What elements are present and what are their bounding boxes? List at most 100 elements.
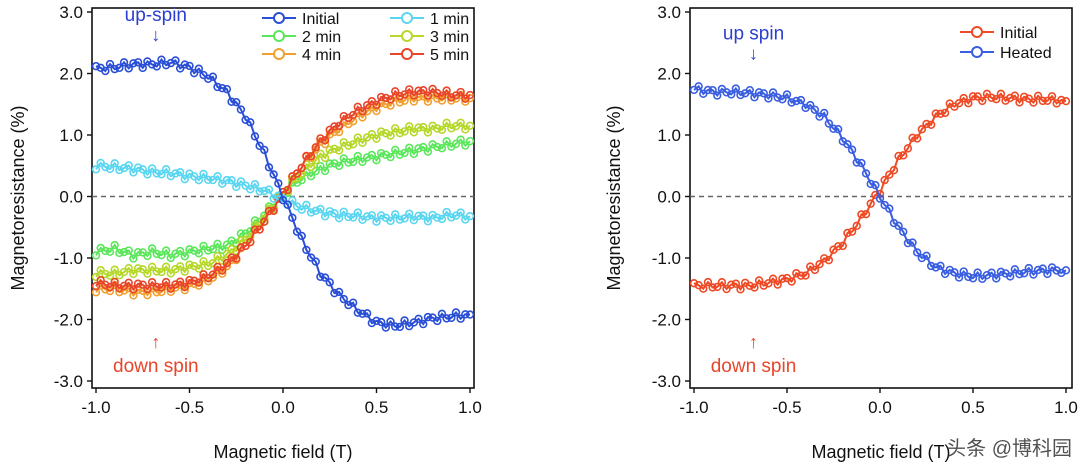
data-point: [996, 89, 1006, 99]
legend-marker: [971, 46, 983, 58]
data-point: [778, 95, 787, 104]
data-point: [875, 194, 885, 203]
data-point: [316, 272, 325, 281]
data-point: [91, 281, 101, 291]
data-point: [964, 272, 973, 282]
x-axis-label: Magnetic field (T): [213, 442, 352, 462]
data-point: [152, 267, 161, 276]
legend-label: 2 min: [302, 29, 341, 46]
data-point: [843, 139, 852, 149]
data-point: [409, 216, 419, 225]
data-point: [348, 140, 358, 149]
data-point: [754, 88, 764, 97]
data-point: [437, 91, 447, 101]
data-point: [96, 158, 105, 168]
data-point: [456, 208, 465, 217]
data-point: [292, 227, 302, 236]
data-point: [386, 95, 395, 104]
x-axis-label: Magnetic field (T): [811, 442, 950, 462]
data-point: [152, 249, 161, 259]
data-point: [330, 288, 339, 298]
data-point: [180, 60, 190, 69]
data-point: [316, 134, 325, 143]
legend: Initial 1 min 2 min 3 min 4 min 5 min: [262, 11, 469, 64]
data-point: [423, 91, 433, 100]
legend-label: Initial: [1000, 25, 1037, 42]
x-tick-label: -0.5: [772, 398, 801, 417]
data-point: [161, 60, 171, 70]
data-point: [227, 176, 236, 185]
data-point: [968, 92, 978, 101]
data-point: [138, 63, 147, 73]
data-point: [987, 93, 996, 103]
data-point: [194, 64, 204, 73]
data-point: [926, 120, 936, 129]
data-point: [428, 84, 437, 94]
data-point: [129, 269, 138, 279]
data-point: [166, 284, 176, 293]
data-point: [847, 145, 857, 154]
data-point: [302, 200, 311, 210]
data-point: [185, 260, 194, 269]
data-point: [110, 240, 119, 250]
data-point: [736, 285, 745, 294]
data-point: [465, 121, 475, 130]
data-point: [1043, 269, 1052, 279]
data-point: [968, 274, 978, 283]
data-point: [903, 144, 913, 153]
data-point: [1043, 96, 1052, 106]
data-point: [936, 261, 945, 271]
data-point: [129, 285, 138, 294]
annotation-label: down spin: [113, 356, 199, 377]
data-point: [912, 248, 922, 257]
data-point: [199, 257, 208, 266]
data-point: [325, 207, 334, 216]
data-point: [778, 274, 787, 283]
series-initial: [91, 55, 475, 332]
data-point: [306, 253, 316, 262]
data-point: [400, 90, 409, 99]
data-point: [940, 269, 950, 279]
data-point: [250, 225, 260, 234]
data-point: [320, 153, 330, 163]
data-point: [694, 82, 703, 91]
data-point: [833, 125, 843, 134]
data-point: [442, 118, 451, 128]
data-point: [931, 109, 940, 118]
data-point: [133, 247, 143, 257]
data-point: [250, 220, 260, 230]
data-point: [246, 185, 255, 194]
data-point: [255, 187, 264, 196]
data-point: [213, 82, 222, 92]
data-point: [871, 180, 880, 190]
y-tick-label: 3.0: [59, 3, 83, 22]
data-point: [451, 139, 461, 149]
data-point: [180, 252, 190, 261]
data-point: [344, 158, 353, 167]
data-point: [1033, 265, 1043, 275]
data-point: [348, 298, 358, 307]
data-point: [264, 206, 274, 216]
data-point: [894, 221, 903, 231]
data-point: [759, 281, 768, 290]
data-point: [269, 170, 278, 179]
data-point: [992, 274, 1001, 283]
data-point: [386, 317, 395, 326]
data-point: [199, 241, 208, 251]
data-point: [395, 128, 405, 138]
data-point: [175, 168, 185, 177]
data-point: [96, 276, 105, 285]
legend-marker: [401, 30, 413, 42]
data-point: [391, 145, 400, 155]
data-point: [325, 145, 334, 154]
data-point: [330, 144, 339, 153]
x-tick-label: 1.0: [458, 398, 482, 417]
data-point: [232, 182, 241, 192]
data-point: [213, 171, 222, 181]
data-point: [992, 94, 1001, 104]
data-point: [395, 322, 405, 332]
data-point: [381, 93, 391, 103]
data-point: [255, 225, 264, 234]
data-point: [754, 276, 764, 285]
data-point: [386, 152, 395, 162]
